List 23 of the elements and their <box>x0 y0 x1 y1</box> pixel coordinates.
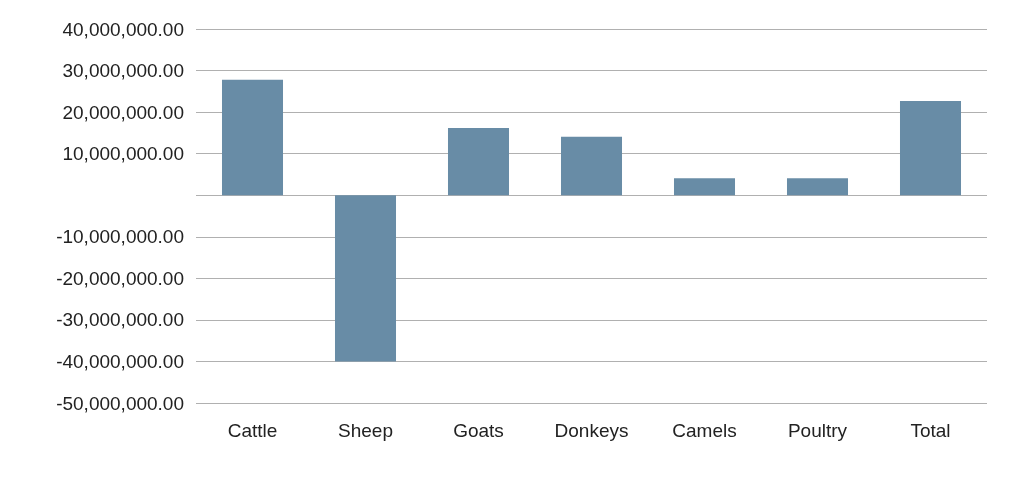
x-tick-label: Donkeys <box>554 420 629 441</box>
x-tick-label: Cattle <box>227 420 278 441</box>
y-tick-label: 30,000,000.00 <box>62 60 184 82</box>
y-tick-label: -20,000,000.00 <box>56 267 184 289</box>
y-tick-label: -50,000,000.00 <box>56 392 184 414</box>
bar <box>786 178 849 196</box>
x-tick-label: Poultry <box>787 420 848 441</box>
y-tick-label: 20,000,000.00 <box>62 101 184 123</box>
x-tick-label: Goats <box>453 420 504 441</box>
y-tick-label: 10,000,000.00 <box>62 143 184 165</box>
x-tick-label: Sheep <box>338 420 393 441</box>
bar <box>334 195 397 362</box>
x-tick-label: Camels <box>672 420 737 441</box>
y-tick-label: -30,000,000.00 <box>56 309 184 331</box>
bar <box>673 178 736 196</box>
bar <box>447 127 510 196</box>
x-tick-label: Total <box>910 420 951 441</box>
bar <box>221 79 284 196</box>
y-tick-label: -40,000,000.00 <box>56 350 184 372</box>
y-tick-label: -10,000,000.00 <box>56 226 184 248</box>
y-tick-label: 40,000,000.00 <box>62 18 184 40</box>
bar <box>899 100 962 196</box>
bar <box>560 136 623 196</box>
